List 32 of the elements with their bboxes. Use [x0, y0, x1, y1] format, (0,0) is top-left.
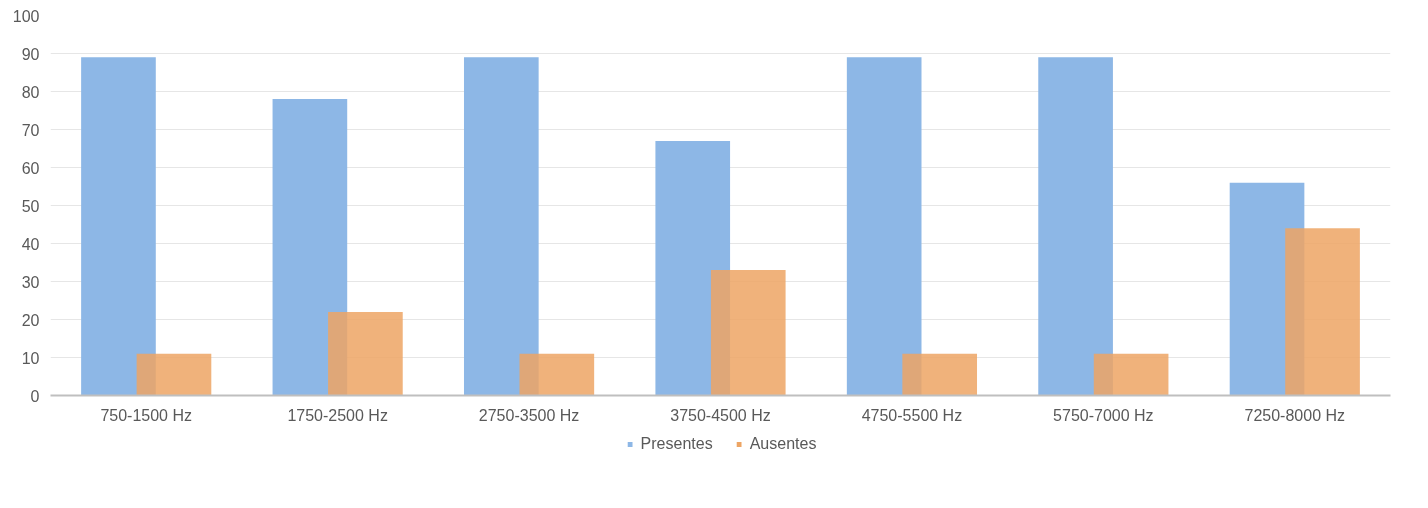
- y-tick-label: 100: [12, 7, 40, 25]
- x-tick-label: 7250-8000 Hz: [1244, 406, 1346, 424]
- bar: [136, 353, 212, 396]
- x-tick-label: 3750-4500 Hz: [670, 406, 771, 424]
- y-tick-label: 50: [21, 197, 40, 215]
- bar: [1285, 228, 1360, 396]
- bar: [81, 57, 156, 396]
- y-tick-label: 60: [21, 159, 40, 177]
- bar: [710, 270, 786, 396]
- x-tick-label: 4750-5500 Hz: [861, 406, 963, 424]
- y-tick-label: 0: [30, 387, 40, 405]
- y-tick-label: 70: [21, 121, 40, 139]
- y-tick-label: 80: [21, 83, 40, 101]
- y-tick-label: 20: [21, 311, 40, 329]
- bar: [1093, 353, 1169, 396]
- bar: [463, 57, 539, 396]
- x-tick-label: 5750-7000 Hz: [1053, 406, 1154, 424]
- bar: [272, 99, 348, 396]
- bar: [902, 353, 978, 396]
- legend-label: Presentes: [640, 435, 713, 453]
- bar: [846, 57, 922, 396]
- x-tick-label: 750-1500 Hz: [100, 406, 193, 424]
- y-tick-label: 40: [21, 235, 40, 253]
- x-tick-label: 1750-2500 Hz: [287, 406, 388, 424]
- y-tick-label: 90: [21, 45, 40, 63]
- bar: [328, 311, 403, 396]
- y-tick-label: 10: [21, 349, 40, 367]
- legend-label: Ausentes: [749, 435, 817, 453]
- x-tick-label: 2750-3500 Hz: [478, 406, 580, 424]
- bar: [519, 353, 595, 396]
- y-tick-label: 30: [21, 273, 40, 291]
- bar: [1038, 57, 1113, 396]
